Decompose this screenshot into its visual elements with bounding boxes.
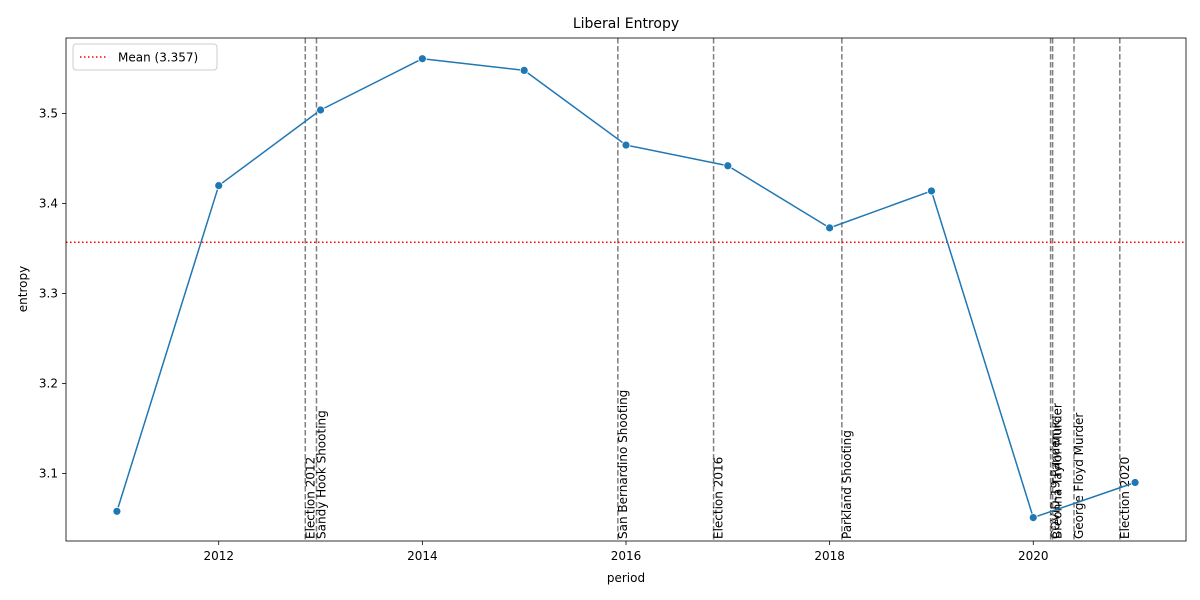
data-point — [621, 140, 631, 150]
x-tick-label: 2012 — [203, 549, 234, 563]
axes: 2012 2014 2016 2018 2020 3.1 3.2 3.3 3.4 3.5 — [39, 37, 1187, 563]
y-tick-label: 3.2 — [39, 377, 58, 391]
event-label: George Floyd Murder — [1072, 413, 1086, 539]
y-tick-label: 3.3 — [39, 287, 58, 301]
event-label: Election 2012 — [303, 457, 317, 539]
legend-box — [72, 43, 218, 71]
y-axis-label: entropy — [16, 266, 30, 312]
chart-title: Liberal Entropy — [573, 16, 679, 32]
data-point — [316, 105, 325, 115]
event-label: San Bernardino Shooting — [616, 390, 630, 539]
x-tick-label: 2018 — [814, 549, 845, 563]
data-point — [519, 65, 529, 75]
event-label: Election 2016 — [712, 457, 726, 539]
x-tick-label: 2020 — [1018, 549, 1049, 563]
y-tick-label: 3.4 — [39, 197, 58, 211]
data-point — [723, 161, 733, 171]
data-point — [927, 186, 936, 196]
event-label: Parkland Shooting — [840, 430, 854, 539]
data-point — [112, 506, 122, 516]
y-tick-label: 3.1 — [39, 467, 58, 481]
data-point — [825, 223, 835, 233]
x-tick-label: 2014 — [407, 549, 438, 563]
data-point — [1130, 478, 1140, 487]
event-label: Sandy Hook Shooting — [314, 410, 328, 539]
x-tick-label: 2016 — [611, 549, 642, 563]
event-label: Breonna Taylor Murder — [1051, 403, 1065, 539]
data-point — [417, 54, 427, 64]
legend: Mean (3.357) — [72, 43, 218, 71]
x-axis-label: period — [607, 571, 645, 585]
y-tick-label: 3.5 — [39, 107, 58, 121]
legend-mean-label: Mean (3.357) — [118, 51, 198, 65]
event-label: Election 2020 — [1118, 457, 1132, 539]
data-point — [1028, 513, 1038, 523]
data-point — [214, 181, 224, 190]
